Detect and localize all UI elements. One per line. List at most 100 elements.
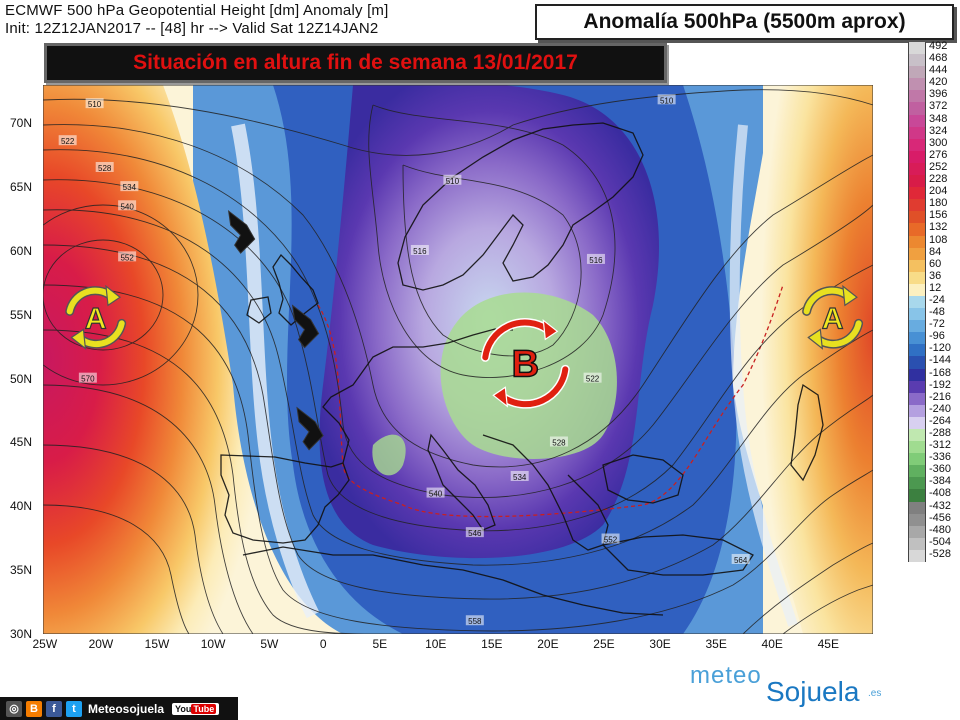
colorbar-label: -72 <box>929 318 945 331</box>
contour-label-bg <box>118 200 137 211</box>
contour-label-bg <box>410 244 429 255</box>
colorbar-label: 372 <box>929 100 948 113</box>
flow-arrow <box>296 406 324 451</box>
colorbar-swatch <box>908 549 926 563</box>
contour-label-bg <box>465 527 484 538</box>
lon-tick-label: 15W <box>144 637 170 651</box>
lon-tick-label: 10E <box>425 637 447 651</box>
colorbar-label: 108 <box>929 233 948 246</box>
colorbar-swatch <box>908 537 926 550</box>
colorbar-swatch <box>908 271 926 284</box>
lat-tick-label: 45N <box>10 435 33 450</box>
colorbar-legend: 492 468 444 420 396 372 348 324 300 276 252 228 204 1… <box>908 40 956 563</box>
colorbar-swatch <box>908 441 926 454</box>
colorbar-label: -360 <box>929 463 952 476</box>
colorbar-label: -240 <box>929 402 952 415</box>
colorbar-row: -312 <box>908 439 956 454</box>
colorbar-swatch <box>908 223 926 236</box>
colorbar-swatch <box>908 453 926 466</box>
flow-arrows <box>227 209 324 451</box>
colorbar-label: 324 <box>929 124 948 137</box>
colorbar-row: 252 <box>908 160 956 176</box>
meteosojuela-logo: meteo Sojuela .es <box>690 662 881 707</box>
contour-label: 510 <box>88 100 102 109</box>
flow-arrow <box>291 304 320 349</box>
colorbar-row: 420 <box>908 76 956 91</box>
facebook-icon[interactable]: f <box>46 700 62 717</box>
contour-label: 546 <box>468 529 482 538</box>
contour-label: 516 <box>589 256 603 265</box>
colorbar-swatch <box>908 429 926 442</box>
colorbar-label: 228 <box>929 173 948 186</box>
colorbar-row: -336 <box>908 451 956 466</box>
contour-label-bg <box>657 94 676 105</box>
low-pressure-center: B <box>480 318 570 409</box>
colorbar-label: -192 <box>929 378 952 391</box>
colorbar-swatch <box>908 380 926 393</box>
colorbar-row: 228 <box>908 173 956 188</box>
contour-label-bg <box>443 174 462 185</box>
colorbar-swatch <box>908 102 926 115</box>
colorbar-swatch <box>908 465 926 478</box>
colorbar-swatch <box>908 489 926 502</box>
colorbar-row: 84 <box>908 245 956 260</box>
colorbar-row: 468 <box>908 52 956 67</box>
colorbar-label: 420 <box>929 76 948 89</box>
contour-label: 528 <box>98 164 112 173</box>
colorbar-swatch <box>908 404 926 417</box>
colorbar-row: -360 <box>908 463 956 478</box>
colorbar-label: 84 <box>929 245 942 258</box>
colorbar-row: 396 <box>908 88 956 103</box>
colorbar-row: 36 <box>908 270 956 284</box>
high-letter: A <box>85 302 107 335</box>
contour-label-bg <box>586 253 605 264</box>
twitter-icon[interactable]: t <box>66 700 82 717</box>
rotation-arrows <box>65 284 127 350</box>
blogger-icon[interactable]: B <box>26 700 42 717</box>
high-pressure-center: A <box>65 284 127 350</box>
youtube-icon[interactable]: You Tube <box>172 702 220 715</box>
colorbar-label: 132 <box>929 221 948 234</box>
colorbar-row: 348 <box>908 113 956 127</box>
contour-label: 510 <box>660 96 674 105</box>
colorbar-swatch <box>908 513 926 526</box>
colorbar-swatch <box>908 259 926 272</box>
colorbar-row: -504 <box>908 536 956 550</box>
lon-tick-label: 20W <box>88 637 114 651</box>
colorbar-label: -408 <box>929 487 952 500</box>
lat-tick-label: 70N <box>10 116 33 131</box>
colorbar-row: 156 <box>908 209 956 224</box>
anomaly-title-box: Anomalía 500hPa (5500m aprox) <box>535 4 954 40</box>
map-fill <box>43 85 873 634</box>
contour-label: 522 <box>586 375 600 384</box>
colorbar-row: 444 <box>908 64 956 79</box>
contour-label: 534 <box>513 473 527 482</box>
lat-tick-label: 55N <box>10 307 33 322</box>
lon-tick-label: 20E <box>537 637 559 651</box>
contour-label-bg <box>731 553 750 564</box>
colorbar-row: -456 <box>908 511 956 526</box>
colorbar-label: -216 <box>929 390 952 403</box>
colorbar-label: 276 <box>929 148 948 161</box>
contour-label: 552 <box>604 536 618 545</box>
lat-tick-label: 50N <box>10 371 33 386</box>
colorbar-label: 300 <box>929 136 948 149</box>
lat-tick-label: 30N <box>10 627 33 641</box>
colorbar-label: 252 <box>929 160 948 173</box>
colorbar-label: -456 <box>929 511 952 524</box>
lon-tick-label: 5W <box>260 637 279 651</box>
colorbar-swatch <box>908 211 926 224</box>
pressure-centers: A A B <box>65 284 864 409</box>
colorbar-row: 12 <box>908 282 956 296</box>
instagram-icon[interactable]: ◎ <box>6 700 22 717</box>
colorbar-row: -72 <box>908 318 956 333</box>
contour-label: 552 <box>120 253 134 262</box>
high-letter: A <box>822 302 844 335</box>
colorbar-label: 492 <box>929 40 948 52</box>
contour-label: 558 <box>468 617 482 626</box>
header-line-2: Init: 12Z12JAN2017 -- [48] hr --> Valid … <box>5 20 379 37</box>
rotation-arrows <box>480 318 570 409</box>
colorbar-row: -264 <box>908 415 956 429</box>
anomaly-title-text: Anomalía 500hPa (5500m aprox) <box>583 10 906 33</box>
brand-name[interactable]: Meteosojuela <box>88 701 165 716</box>
